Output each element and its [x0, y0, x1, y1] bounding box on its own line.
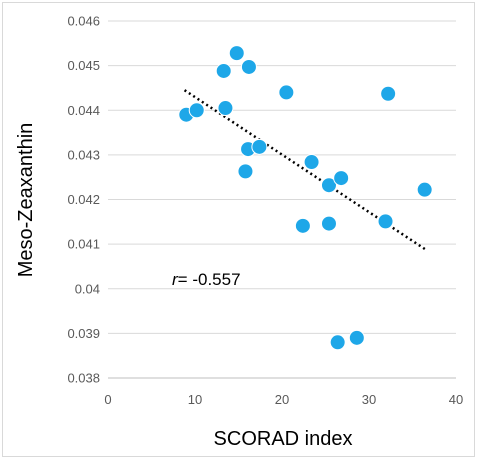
y-tick-label: 0.04	[75, 281, 100, 296]
x-axis-title: SCORAD index	[214, 428, 353, 450]
data-point	[380, 85, 397, 102]
data-point	[294, 217, 311, 234]
data-point	[188, 102, 205, 119]
y-tick-label: 0.042	[67, 192, 100, 207]
data-points	[178, 45, 433, 351]
y-tick-label: 0.045	[67, 58, 100, 73]
data-point	[237, 163, 254, 180]
data-point	[320, 215, 337, 232]
data-point	[333, 170, 350, 187]
data-point	[240, 58, 257, 75]
y-axis-title: Meso-Zeaxanthin	[15, 123, 37, 278]
x-tick-label: 30	[362, 392, 376, 407]
x-tick-labels: 0 10 20 30 40	[104, 392, 463, 407]
gridlines	[108, 20, 456, 334]
y-tick-label: 0.043	[67, 147, 100, 162]
data-point	[303, 154, 320, 171]
data-point	[416, 181, 433, 198]
x-tick-label: 20	[275, 392, 289, 407]
annotation-r: r	[172, 270, 179, 289]
x-tick-label: 10	[188, 392, 202, 407]
data-point	[320, 177, 337, 194]
data-point	[228, 45, 245, 62]
y-tick-label: 0.046	[67, 14, 100, 29]
data-point	[217, 100, 234, 117]
y-tick-label: 0.041	[67, 237, 100, 252]
correlation-annotation: r= -0.557	[172, 270, 241, 289]
y-tick-labels: 0.038 0.039 0.04 0.041 0.042 0.043 0.044 0.045 0…	[67, 14, 100, 386]
data-point	[329, 334, 346, 351]
data-point	[377, 213, 394, 230]
data-point	[348, 329, 365, 346]
data-point	[278, 84, 295, 101]
y-tick-label: 0.038	[67, 371, 100, 386]
chart-frame	[2, 2, 475, 457]
y-tick-label: 0.039	[67, 326, 100, 341]
x-tick-label: 40	[449, 392, 463, 407]
data-point	[251, 138, 268, 155]
y-tick-label: 0.044	[67, 103, 100, 118]
x-tick-label: 0	[104, 392, 111, 407]
data-point	[215, 62, 232, 79]
annotation-value: = -0.557	[178, 270, 241, 289]
